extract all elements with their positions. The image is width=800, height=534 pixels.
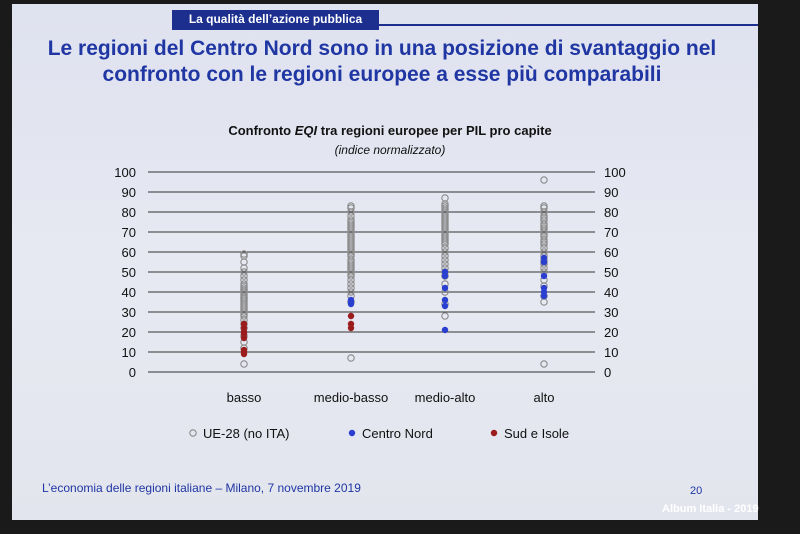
y-tick-label-left: 90 [122,185,136,200]
data-point [241,347,247,353]
data-point [541,255,547,261]
legend-label: Centro Nord [362,426,433,441]
page-number: 20 [690,485,702,497]
watermark: Album Italia - 2019 [662,503,759,515]
slide: La qualità dell’azione pubblica Le regio… [12,4,758,520]
y-tick-label-right: 40 [604,285,618,300]
y-tick-label-right: 100 [604,165,626,180]
data-point [541,299,547,305]
x-tick-label: alto [534,390,555,405]
data-point [442,297,448,303]
y-tick-label-right: 0 [604,365,611,380]
chart-subtitle: (indice normalizzato) [335,143,446,157]
data-point [348,321,354,327]
chart-title-group: Confronto EQI tra regioni europee per PI… [228,123,551,157]
data-point [442,285,448,291]
data-point [541,361,547,367]
chart-title-italic: EQI [295,123,318,138]
data-point [442,269,448,275]
y-tick-label-left: 20 [122,325,136,340]
y-tick-label-left: 60 [122,245,136,260]
chart-title-part-2: tra regioni europee per PIL pro capite [317,123,552,138]
data-point [541,285,547,291]
x-tick-label: basso [227,390,262,405]
x-tick-label: medio-alto [415,390,476,405]
legend-marker [491,430,497,436]
y-tick-label-left: 100 [114,165,136,180]
y-tick-label-right: 10 [604,345,618,360]
data-point [241,361,247,367]
chart-title-part: Confronto [228,123,294,138]
y-tick-label-left: 30 [122,305,136,320]
data-point [541,273,547,279]
data-point [241,259,247,265]
y-tick-label-left: 80 [122,205,136,220]
data-point [241,265,247,271]
data-point [442,327,448,333]
y-tick-label-left: 0 [129,365,136,380]
grid-layer [148,172,595,372]
data-point [442,303,448,309]
data-point [541,177,547,183]
y-tick-label-right: 80 [604,205,618,220]
data-point [442,195,448,201]
y-tick-label-right: 60 [604,245,618,260]
y-tick-label-right: 20 [604,325,618,340]
y-tick-label-right: 30 [604,305,618,320]
x-tick-label: medio-basso [314,390,388,405]
chart: Confronto EQI tra regioni europee per PI… [12,4,758,520]
y-tick-label-left: 70 [122,225,136,240]
chart-title: Confronto EQI tra regioni europee per PI… [228,123,551,138]
y-tick-label-right: 70 [604,225,618,240]
footer-text: L’economia delle regioni italiane – Mila… [42,481,361,495]
legend-label: Sud e Isole [504,426,569,441]
y-tick-label-left: 50 [122,265,136,280]
y-tick-label-right: 90 [604,185,618,200]
data-point [348,313,354,319]
data-point [442,313,448,319]
data-point [348,355,354,361]
legend-marker [349,430,355,436]
legend-label: UE-28 (no ITA) [203,426,289,441]
legend: UE-28 (no ITA) Centro Nord Sud e Isole [190,426,569,441]
y-tick-label-right: 50 [604,265,618,280]
y-tick-label-left: 40 [122,285,136,300]
y-tick-label-left: 10 [122,345,136,360]
data-point [241,321,247,327]
data-point [348,297,354,303]
legend-marker [190,430,196,436]
x-tick-layer: basso medio-basso medio-alto alto [227,390,555,405]
